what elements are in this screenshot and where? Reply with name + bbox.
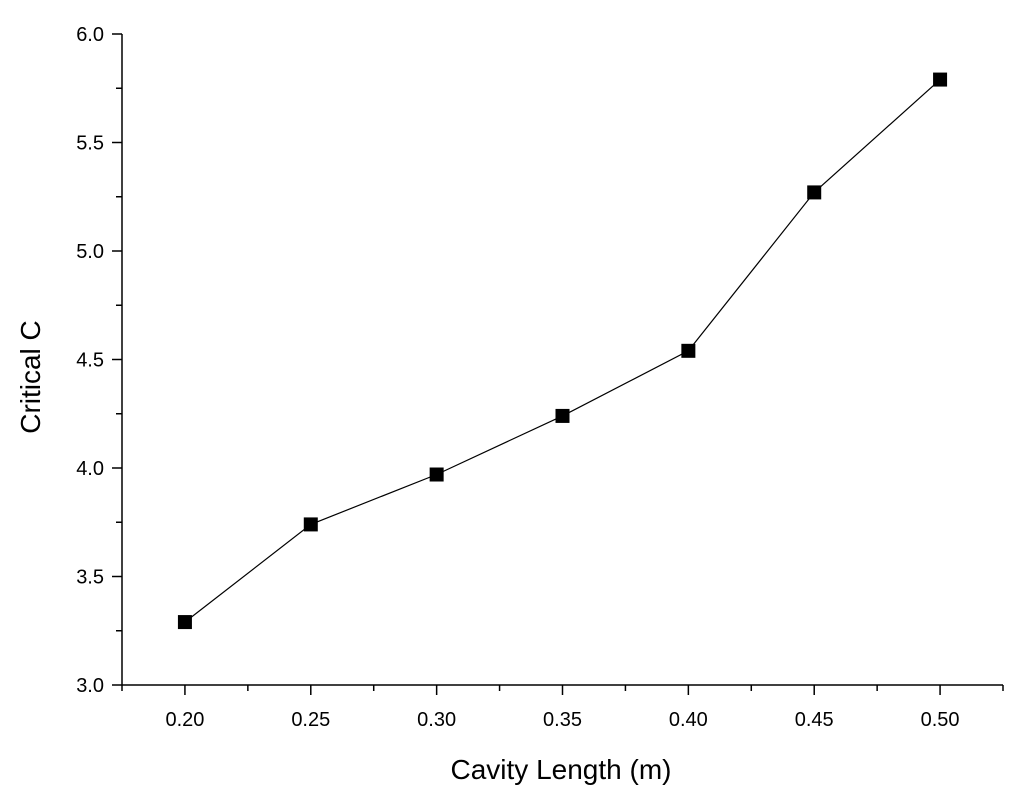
data-point-marker bbox=[933, 72, 948, 87]
series-line bbox=[184, 79, 941, 623]
data-series bbox=[177, 72, 948, 630]
y-tick-label: 5.5 bbox=[76, 133, 104, 155]
data-point-marker bbox=[807, 185, 822, 200]
data-point-marker bbox=[429, 467, 444, 482]
x-tick-label: 0.45 bbox=[795, 709, 834, 731]
x-tick-label: 0.20 bbox=[165, 709, 204, 731]
y-tick-label: 3.0 bbox=[76, 675, 104, 697]
y-tick-label: 5.0 bbox=[76, 241, 104, 263]
x-axis-title: Cavity Length (m) bbox=[451, 754, 672, 785]
y-axis-title: Critical C bbox=[15, 320, 46, 434]
y-tick-label: 6.0 bbox=[76, 24, 104, 46]
y-tick-label: 4.0 bbox=[76, 458, 104, 480]
data-point-marker bbox=[555, 408, 570, 423]
y-tick-label: 4.5 bbox=[76, 350, 104, 372]
data-point-marker bbox=[303, 517, 318, 532]
data-point-marker bbox=[177, 615, 192, 630]
axes: 0.20 0.25 0.30 0.35 0.40 0.45 0.50 3.0 3.5 4.0 4.5… bbox=[76, 24, 1004, 731]
data-point-marker bbox=[681, 343, 696, 358]
y-tick-label: 3.5 bbox=[76, 567, 104, 589]
x-tick-label: 0.50 bbox=[921, 709, 960, 731]
x-tick-label: 0.25 bbox=[291, 709, 330, 731]
x-tick-label: 0.40 bbox=[669, 709, 708, 731]
x-tick-label: 0.35 bbox=[543, 709, 582, 731]
x-tick-label: 0.30 bbox=[417, 709, 456, 731]
